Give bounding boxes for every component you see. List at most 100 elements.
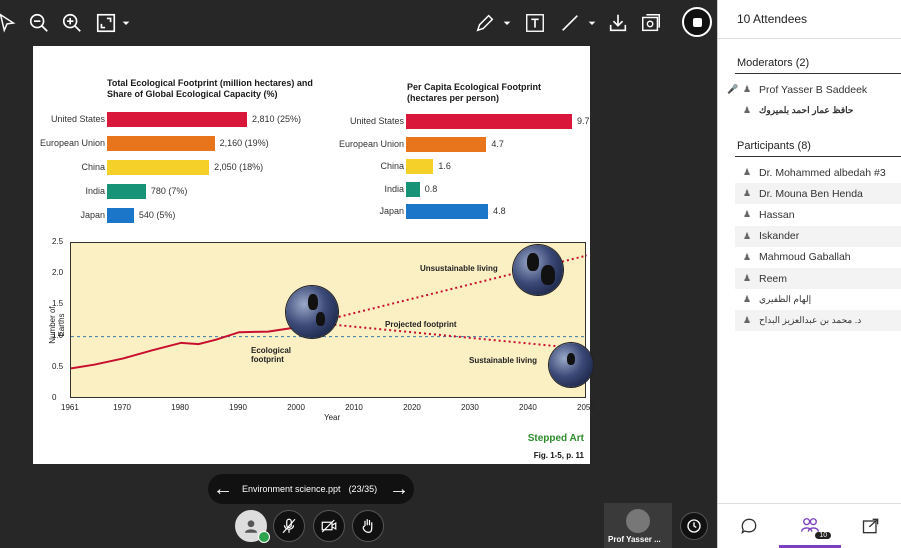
bar-category-label: Japan: [379, 206, 404, 216]
series-line: [314, 321, 587, 351]
participant-row[interactable]: ♟ د. محمد بن عبدالعزيز البداح: [735, 310, 901, 332]
participant-name: إلهام الظفيري: [759, 294, 812, 305]
moderators-header: Moderators (2): [737, 57, 810, 69]
series-line: [71, 321, 315, 370]
person-icon: ♟: [742, 294, 752, 305]
right-chart-title: Per Capita Ecological Footprint (hectare…: [407, 82, 542, 103]
bar-category-label: European Union: [338, 138, 404, 149]
participant-row[interactable]: ♟ إلهام الظفيري: [735, 289, 901, 310]
x-tick-label: 1980: [171, 403, 189, 412]
bar-category-label: United States: [349, 116, 404, 126]
chat-tab[interactable]: [718, 504, 779, 548]
bar: [107, 136, 215, 151]
bar-value-label: 780 (7%): [150, 186, 188, 196]
bar: [107, 184, 146, 199]
y-tick-label: 1.5: [52, 299, 64, 309]
chevron-down-icon[interactable]: [584, 10, 600, 36]
participant-name: Dr. Mouna Ben Henda: [759, 187, 863, 200]
mic-off-icon[interactable]: [273, 510, 305, 542]
line-icon[interactable]: [557, 10, 583, 36]
attendees-count-badge: 10: [815, 532, 832, 539]
share-tab[interactable]: [841, 504, 901, 548]
status-check-icon: [258, 531, 270, 543]
person-icon: ♟: [742, 105, 752, 115]
zoom-in-icon[interactable]: [59, 10, 85, 36]
participant-name: Reem: [759, 272, 788, 285]
timer-icon[interactable]: [680, 512, 708, 540]
y-tick-label: 0: [52, 393, 57, 402]
participant-row[interactable]: ♟ Iskander: [735, 225, 901, 247]
microphone-icon: 🎤: [727, 84, 739, 94]
x-tick-label: 2050: [577, 403, 595, 412]
stop-share-icon[interactable]: [682, 7, 712, 37]
participant-row[interactable]: ♟ Mahmoud Gaballah: [735, 247, 901, 268]
footprint-line-chart: Unsustainable living Projected footprint…: [70, 242, 593, 398]
participant-row[interactable]: ♟ Dr. Mohammed albedah #3: [735, 162, 901, 183]
globe-sustainable-image: [549, 343, 593, 387]
person-icon: ♟: [742, 273, 752, 283]
avatar-status-icon[interactable]: [235, 510, 270, 543]
bar: [107, 160, 210, 175]
page-indicator: (23/35): [348, 484, 378, 494]
bar-category-label: European Union: [39, 138, 105, 148]
chevron-down-icon[interactable]: [118, 10, 134, 36]
participant-name: Dr. Mohammed albedah #3: [759, 166, 886, 179]
annotation-ecological: Ecological footprint: [251, 346, 292, 364]
previous-slide-icon[interactable]: ←: [213, 478, 233, 500]
divider: [718, 38, 901, 39]
attendees-tab[interactable]: 10: [779, 504, 841, 548]
bar: [406, 204, 489, 219]
bar-value-label: 2,810 (25%): [252, 114, 302, 124]
participant-row[interactable]: ♟ Hassan: [735, 204, 901, 225]
person-icon: ♟: [742, 209, 752, 220]
globe-unsustainable-image: [513, 245, 563, 295]
moderator-row[interactable]: ♟ Prof Yasser B Saddeek: [735, 79, 901, 100]
y-tick-label: 0.5: [52, 361, 64, 371]
x-tick-label: 2030: [461, 403, 479, 412]
moderator-row[interactable]: ♟ حافظ عمار احمد بلميروك: [735, 100, 901, 121]
x-tick-label: 1970: [113, 403, 131, 412]
text-icon[interactable]: [522, 10, 548, 36]
series-line: [314, 254, 587, 324]
video-tile[interactable]: Prof Yasser ...: [604, 503, 672, 548]
bar: [406, 159, 434, 174]
participant-row[interactable]: ♟ Dr. Mouna Ben Henda: [735, 183, 901, 205]
raise-hand-icon[interactable]: [352, 510, 384, 542]
divider: [735, 73, 901, 74]
slide-navigation: ← Environment science.ppt (23/35) →: [208, 474, 414, 504]
x-tick-label: 2000: [287, 403, 305, 412]
video-name: Prof Yasser ...: [608, 535, 661, 544]
bar-category-label: Japan: [80, 210, 105, 220]
camera-off-icon[interactable]: [313, 510, 345, 542]
download-icon[interactable]: [605, 10, 631, 36]
y-tick-label: 2.0: [52, 268, 64, 278]
x-axis-label: Year: [324, 413, 341, 422]
person-icon: ♟: [742, 251, 752, 262]
pen-icon[interactable]: [472, 10, 498, 36]
globe-footprint-image: [286, 286, 338, 338]
annotation-unsustainable: Unsustainable living: [420, 264, 498, 273]
chevron-down-icon[interactable]: [499, 10, 515, 36]
figure-reference: Fig. 1-5, p. 11: [533, 451, 584, 460]
bar: [107, 208, 134, 223]
participants-header: Participants (8): [737, 140, 811, 152]
bar-category-label: India: [384, 183, 404, 194]
next-slide-icon[interactable]: →: [389, 478, 409, 500]
participant-row[interactable]: ♟ Reem: [735, 268, 901, 289]
bar-value-label: 0.8: [424, 183, 438, 194]
attendees-panel: 10 Attendees Moderators (2) 🎤 ♟ Prof Yass…: [717, 0, 901, 548]
zoom-out-icon[interactable]: [26, 10, 52, 36]
annotation-sustainable: Sustainable living: [469, 356, 538, 365]
stage: Total Ecological Footprint (million hect…: [0, 7, 712, 548]
participant-name: Iskander: [759, 230, 800, 243]
y-tick-label: 2.5: [52, 237, 64, 246]
x-tick-label: 1961: [61, 403, 79, 412]
bar-category-label: United States: [50, 114, 105, 124]
divider: [735, 156, 901, 157]
pointer-icon[interactable]: [0, 10, 20, 36]
fit-icon[interactable]: [93, 10, 119, 36]
panel-tabs: 10: [718, 503, 901, 548]
stepped-art-label: Stepped Art: [527, 433, 584, 444]
bar-category-label: China: [380, 161, 404, 171]
shape-icon[interactable]: [638, 10, 664, 36]
